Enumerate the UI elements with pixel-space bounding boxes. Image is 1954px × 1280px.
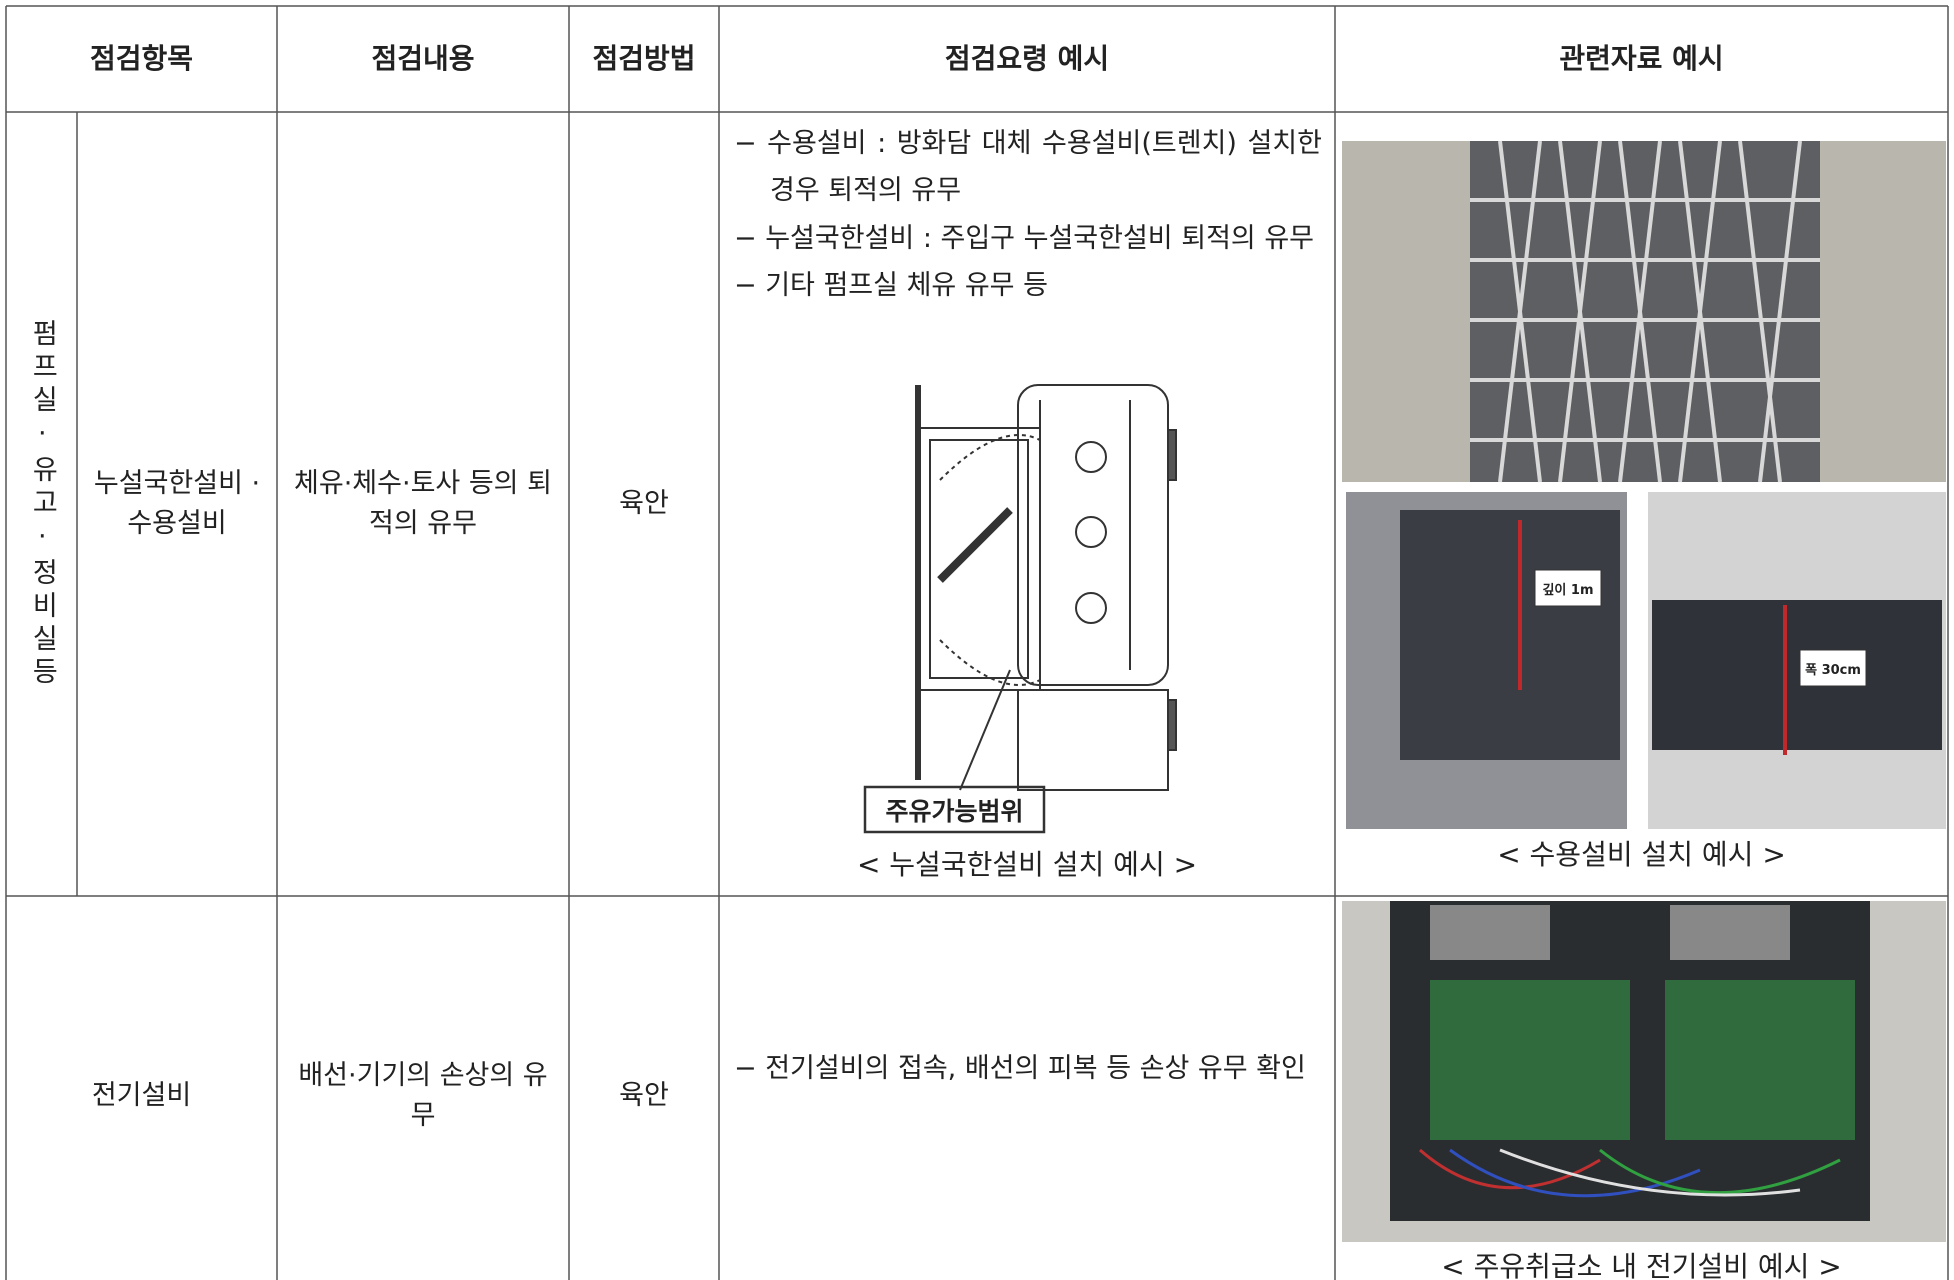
guide-list: − 전기설비의 접속, 배선의 피복 등 손상 유무 확인	[734, 1045, 1322, 1092]
method-cell: 육안	[619, 487, 669, 519]
category-cell: 펌프실·유고·정비실등	[6, 112, 77, 896]
header-cell: 관련자료 예시	[1559, 42, 1724, 75]
content-cell: 배선·기기의 손상의 유무	[298, 1059, 548, 1132]
figure-label: 주유가능범위	[885, 796, 1024, 826]
photo-grating	[1342, 140, 1946, 483]
guide-item: − 전기설비의 접속, 배선의 피복 등 손상 유무 확인	[734, 1053, 1306, 1084]
guide-item: − 기타 펌프실 체유 유무 등	[734, 269, 1048, 301]
photo-trench	[1346, 492, 1946, 829]
header-cell: 점검요령 예시	[944, 42, 1110, 75]
item-cell: 전기설비	[91, 1079, 192, 1111]
reference-caption: < 수용설비 설치 예시 >	[1497, 838, 1786, 871]
photo-label: 깊이 1m	[1542, 582, 1594, 598]
reference-caption: < 주유취급소 내 전기설비 예시 >	[1441, 1250, 1842, 1280]
guide-item: − 누설국한설비 : 주입구 누설국한설비 퇴적의 유무	[734, 222, 1315, 254]
category: 펌프실·유고·정비실등	[26, 318, 58, 690]
content-cell: 체유·체수·토사 등의 퇴적의 유무	[294, 467, 552, 540]
photo-label: 폭 30cm	[1805, 662, 1861, 678]
guide-list: − 수용설비 : 방화담 대체 수용설비(트렌치) 설치한 경우 퇴적의 유무 …	[734, 120, 1322, 309]
header-cell: 점검항목	[89, 42, 194, 75]
header-cell: 점검내용	[371, 42, 475, 75]
guide-item: − 수용설비 : 방화담 대체 수용설비(트렌치) 설치한 경우 퇴적의 유무	[734, 128, 1322, 207]
item-cell: 누설국한설비 ·수용설비	[93, 467, 261, 540]
method-cell: 육안	[619, 1079, 669, 1111]
header-cell: 점검방법	[592, 42, 696, 75]
photo-electric	[1342, 901, 1946, 1242]
diagram	[860, 371, 1202, 834]
figure-caption: < 누설국한설비 설치 예시 >	[856, 848, 1198, 881]
